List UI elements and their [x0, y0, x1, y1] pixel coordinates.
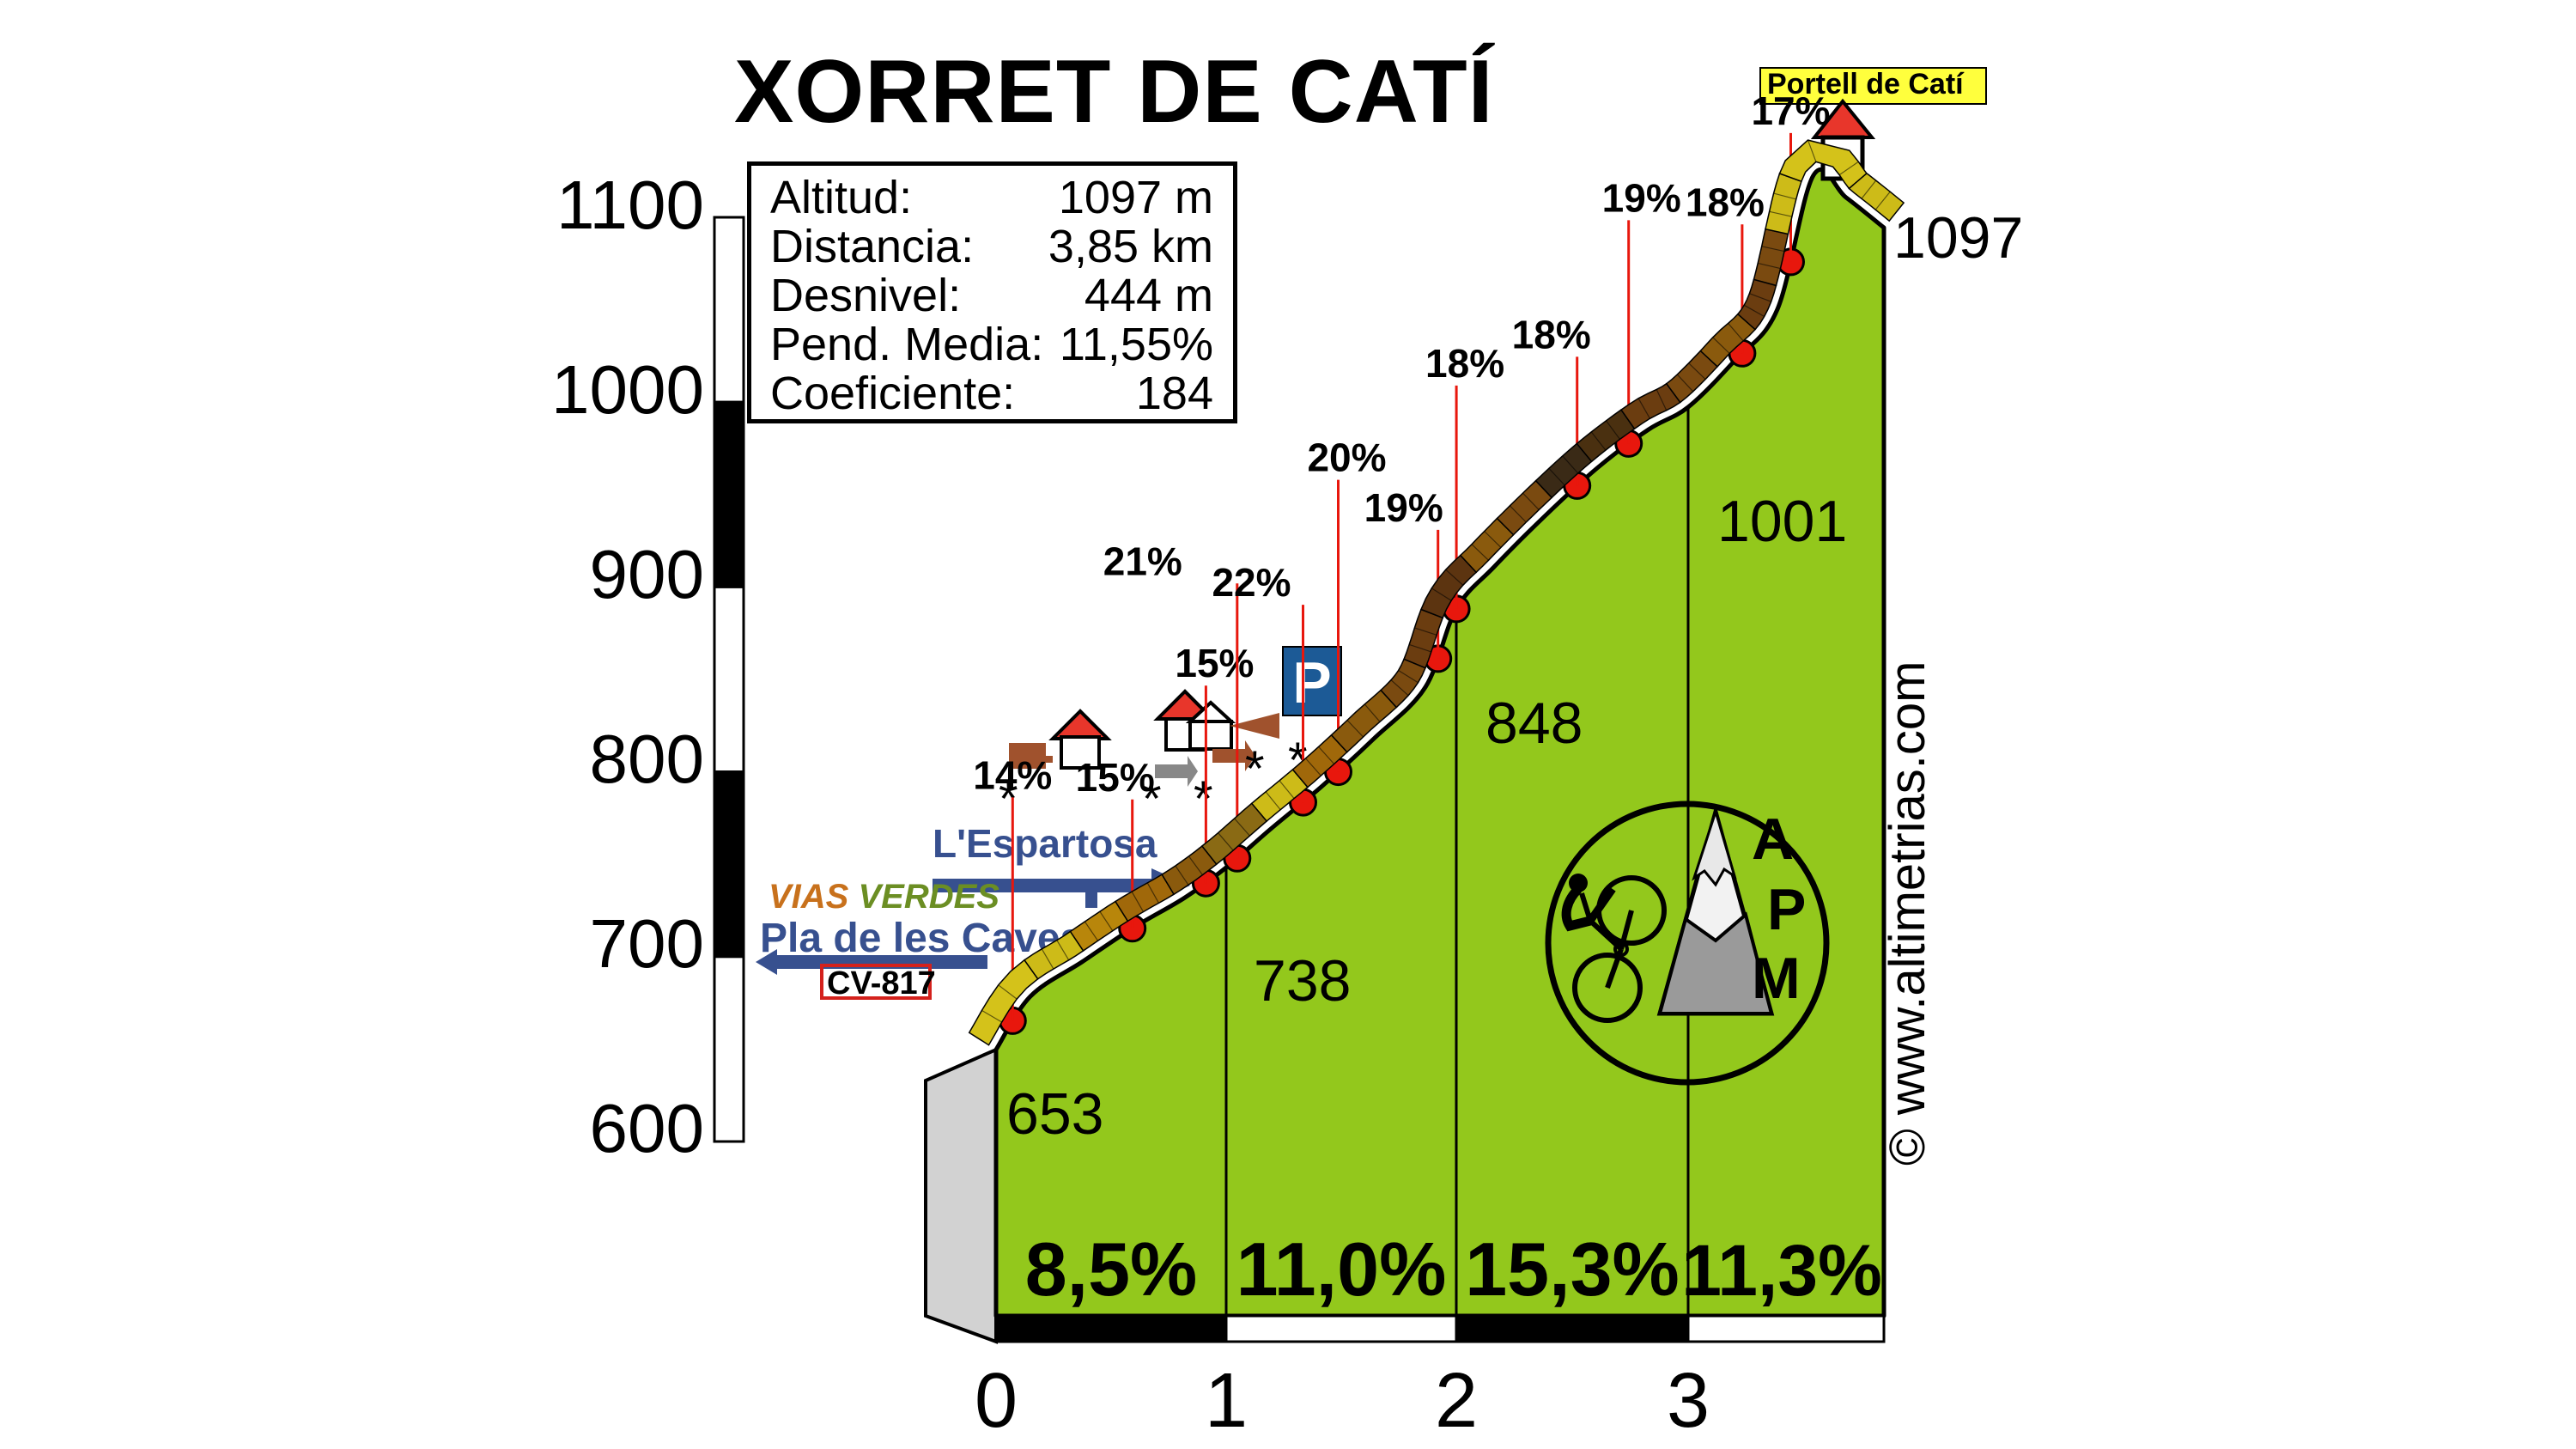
svg-text:18%: 18%: [1425, 341, 1504, 386]
svg-text:738: 738: [1254, 948, 1351, 1014]
svg-text:20%: 20%: [1307, 435, 1386, 480]
svg-text:11,0%: 11,0%: [1236, 1227, 1447, 1312]
svg-text:848: 848: [1485, 691, 1583, 756]
svg-text:*: *: [1194, 771, 1213, 827]
svg-text:1001: 1001: [1717, 489, 1847, 554]
svg-text:653: 653: [1006, 1081, 1103, 1147]
svg-text:17%: 17%: [1751, 88, 1830, 133]
svg-text:15%: 15%: [1175, 641, 1254, 685]
svg-text:18%: 18%: [1512, 312, 1591, 356]
svg-text:P: P: [1767, 877, 1806, 942]
svg-text:11,3%: 11,3%: [1681, 1230, 1882, 1311]
svg-text:14%: 14%: [973, 752, 1052, 797]
svg-text:18%: 18%: [1686, 180, 1765, 224]
svg-text:P: P: [1292, 650, 1331, 715]
svg-text:22%: 22%: [1212, 560, 1291, 605]
svg-text:8,5%: 8,5%: [1025, 1227, 1198, 1312]
svg-text:1097: 1097: [1893, 205, 2023, 271]
svg-text:15%: 15%: [1076, 755, 1155, 800]
svg-text:21%: 21%: [1103, 539, 1182, 583]
svg-text:*: *: [1245, 741, 1265, 797]
svg-text:15,3%: 15,3%: [1465, 1227, 1680, 1312]
svg-text:19%: 19%: [1364, 485, 1443, 530]
svg-text:A: A: [1752, 807, 1794, 872]
svg-text:19%: 19%: [1602, 175, 1681, 220]
svg-text:M: M: [1752, 946, 1801, 1011]
